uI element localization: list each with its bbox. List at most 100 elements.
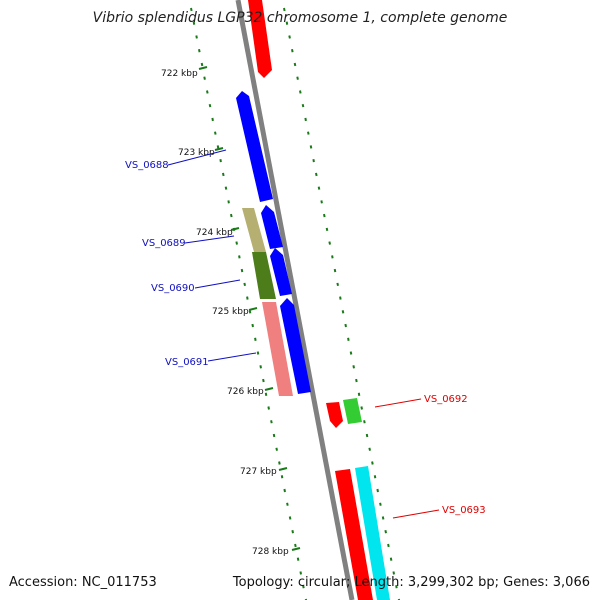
track-dot-inner: [291, 530, 294, 534]
ruler-label-722: 722 kbp: [161, 69, 198, 79]
track-dot-inner: [304, 598, 308, 600]
track-dot-inner: [280, 475, 284, 479]
track-dot-inner: [254, 337, 257, 341]
track-dot-outer: [331, 255, 334, 259]
gene-label-vs0690[interactable]: VS_0690: [151, 283, 195, 294]
track-dot-outer: [296, 76, 299, 80]
leader-vs0690: [194, 279, 241, 289]
feature-vs0693-cyan[interactable]: [355, 466, 390, 600]
track-dot-inner: [264, 392, 268, 396]
track-dot-outer: [395, 585, 398, 589]
track-dot-outer: [339, 296, 342, 300]
track-dot-outer: [307, 131, 310, 135]
track-dot-inner: [214, 131, 217, 135]
track-dot-outer: [392, 571, 395, 575]
track-dot-outer: [347, 337, 350, 341]
track-dot-outer: [363, 420, 366, 424]
track-dot-outer: [301, 103, 305, 108]
gene-label-vs0689[interactable]: VS_0689: [142, 238, 186, 249]
track-dot-outer: [365, 433, 369, 438]
track-dot-inner: [275, 447, 278, 451]
track-dot-inner: [240, 268, 244, 273]
track-dot-inner: [238, 255, 241, 259]
leader-vs0691: [207, 352, 257, 362]
track-dot-outer: [387, 543, 390, 548]
track-dot-inner: [283, 488, 286, 493]
track-dot-inner: [211, 117, 214, 122]
tick-727: [278, 467, 288, 471]
track-dot-outer: [285, 21, 289, 25]
track-dot-inner: [296, 557, 300, 561]
track-dot-inner: [256, 351, 260, 355]
track-dot-inner: [262, 378, 265, 383]
gene-labels: VS_0688 VS_0689 VS_0690 VS_0691 VS_0692 …: [125, 160, 486, 516]
tick-726: [264, 387, 274, 391]
track-dot-outer: [336, 282, 339, 287]
track-dot-outer: [371, 461, 374, 465]
ruler-labels: 722 kbp 723 kbp 724 kbp 725 kbp 726 kbp …: [161, 69, 289, 557]
track-dot-inner: [235, 241, 238, 245]
track-dot-outer: [381, 516, 385, 520]
feature-vs0689-khaki[interactable]: [242, 208, 266, 252]
track-dot-inner: [302, 585, 305, 589]
track-dot-outer: [357, 392, 361, 396]
track-dot-inner: [270, 420, 273, 424]
track-dot-outer: [312, 159, 315, 163]
track-dot-inner: [288, 516, 292, 520]
leader-lines: [167, 149, 440, 519]
features: [236, 0, 390, 600]
map-title: Vibrio splendidus LGP32 chromosome 1, co…: [93, 10, 508, 26]
tick-722: [198, 66, 208, 70]
track-dot-inner: [206, 90, 209, 94]
track-dot-outer: [320, 200, 323, 204]
feature-vs0692-red[interactable]: [326, 402, 343, 428]
feature-vs0690-olive[interactable]: [252, 252, 276, 299]
track-dot-inner: [243, 282, 246, 287]
gene-label-vs0688[interactable]: VS_0688: [125, 160, 169, 171]
track-dot-inner: [192, 21, 196, 25]
track-dot-outer: [344, 323, 347, 328]
accession-text: Accession: NC_011753: [9, 575, 157, 590]
ruler-ticks: [198, 66, 301, 551]
track-dot-inner: [198, 49, 201, 53]
ruler-label-727: 727 kbp: [240, 467, 277, 477]
feature-vs0692-green[interactable]: [343, 398, 362, 424]
leader-vs0693: [392, 509, 440, 519]
gene-label-vs0691[interactable]: VS_0691: [165, 357, 209, 368]
feature-vs0693-red[interactable]: [335, 469, 373, 600]
track-dot-outer: [376, 488, 379, 493]
track-dot-outer: [325, 227, 329, 232]
track-dot-outer: [341, 310, 345, 314]
leader-vs0688: [167, 149, 227, 166]
track-dot-inner: [286, 502, 289, 506]
feature-vs0691-blue[interactable]: [280, 298, 311, 394]
track-dot-inner: [272, 433, 276, 438]
feature-vs0689-blue[interactable]: [261, 205, 283, 249]
gene-label-vs0693[interactable]: VS_0693: [442, 505, 486, 516]
leader-vs0692: [374, 398, 422, 408]
track-dot-inner: [246, 296, 249, 300]
track-dot-inner: [216, 145, 220, 149]
track-dot-inner: [230, 213, 233, 218]
track-dot-outer: [352, 365, 355, 369]
tick-725: [248, 307, 258, 311]
feature-vs0691-pink[interactable]: [262, 302, 293, 396]
track-dot-inner: [190, 7, 193, 12]
gene-label-vs0692[interactable]: VS_0692: [424, 394, 468, 405]
track-dot-inner: [195, 35, 198, 39]
track-dot-outer: [349, 351, 353, 355]
track-dot-outer: [293, 62, 297, 67]
track-dot-outer: [360, 406, 363, 410]
track-dot-outer: [389, 557, 393, 561]
track-dot-outer: [333, 268, 337, 273]
track-dot-outer: [315, 172, 318, 177]
track-dot-outer: [379, 502, 382, 506]
leader-vs0689: [184, 235, 235, 244]
track-dot-outer: [373, 475, 377, 479]
ruler-label-728: 728 kbp: [252, 547, 289, 557]
track-dot-inner: [227, 200, 230, 204]
track-dot-outer: [397, 598, 401, 600]
feature-red-top[interactable]: [248, 0, 272, 78]
feature-vs0690-blue[interactable]: [270, 248, 292, 296]
feature-vs0688[interactable]: [236, 91, 273, 202]
